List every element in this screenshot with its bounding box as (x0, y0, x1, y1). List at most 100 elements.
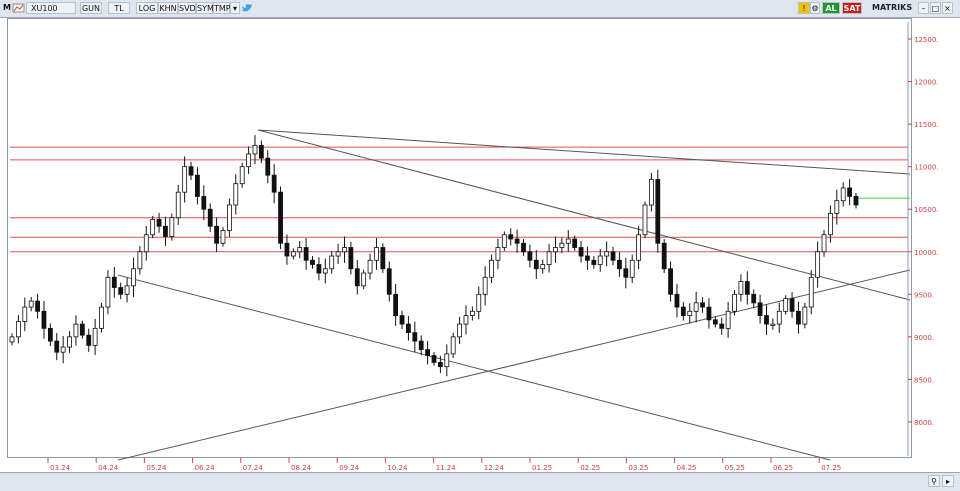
y-tick-label: 9000. (914, 334, 934, 342)
twitter-bird-icon[interactable] (241, 2, 253, 14)
candle-body (457, 323, 462, 338)
candlesticks (9, 135, 859, 377)
candle-body (469, 310, 475, 316)
y-tick-label: 10500. (914, 206, 939, 214)
sell-button[interactable]: SAT (842, 2, 862, 14)
candle-body (175, 191, 181, 219)
scroll-right-icon[interactable]: ▸ (942, 475, 954, 487)
x-tick-label: 05.24 (146, 464, 167, 472)
trend-line (257, 129, 911, 175)
candle-body (559, 242, 565, 248)
candle-body (246, 153, 251, 168)
symbol-field[interactable]: XU100 (26, 2, 76, 14)
candle-body (124, 285, 130, 295)
candle-body (821, 234, 827, 253)
x-tick-label: 04.24 (98, 464, 119, 472)
x-tick-label: 09.24 (339, 464, 360, 472)
candle-body (527, 251, 533, 261)
candle-body (163, 225, 168, 237)
candle-body (764, 315, 769, 325)
minimize-icon[interactable]: – (918, 2, 929, 14)
candle-body (201, 196, 207, 210)
x-tick-label: 06.24 (195, 464, 216, 472)
candle-body (540, 264, 546, 270)
candle-body (553, 247, 558, 253)
log-button[interactable]: LOG (136, 2, 158, 14)
y-tick-label: 11500. (914, 121, 939, 129)
candle-body (412, 332, 418, 342)
bottom-scrollbar[interactable]: ⚲ ▸ (0, 472, 960, 491)
candle-body (226, 204, 232, 231)
y-axis: 8000. 8500. 9000. 9500. 10000. 10500. 11000. 11… (907, 22, 939, 456)
candle-body (501, 234, 507, 248)
candle-body (853, 196, 859, 206)
menu-letter[interactable]: M (3, 3, 11, 12)
candle-body (796, 310, 801, 325)
buy-button[interactable]: AL (822, 2, 840, 14)
candle-body (476, 293, 482, 312)
candle-body (239, 166, 245, 185)
candle-body (431, 355, 437, 363)
period-button[interactable]: GUN (80, 2, 102, 14)
x-tick-label: 08.24 (291, 464, 312, 472)
candle-body (770, 323, 776, 326)
y-tick-label: 10000. (914, 249, 939, 257)
symbol-icon[interactable] (12, 2, 26, 14)
candle-body (444, 353, 450, 368)
x-tick-label: 12.24 (484, 464, 505, 472)
candle-body (118, 287, 124, 295)
y-tick-label: 12000. (914, 79, 939, 87)
y-tick-label: 8500. (914, 376, 934, 384)
trend-line (117, 274, 831, 461)
candle-body (661, 242, 667, 270)
candle-body (380, 247, 386, 270)
candle-body (399, 315, 405, 325)
candle-body (738, 281, 744, 295)
symbol-glyph-icon (12, 3, 25, 13)
x-axis: 03.24 04.24 05.24 06.24 07.24 08.24 09.24 10.24… (47, 458, 841, 472)
candle-body (521, 242, 526, 253)
svd-button[interactable]: SVD (178, 2, 196, 14)
dropdown-arrow-icon[interactable]: ▾ (230, 2, 240, 14)
khn-button[interactable]: KHN (158, 2, 178, 14)
candle-body (207, 208, 213, 227)
candle-body (265, 157, 271, 176)
trend-lines (117, 129, 911, 461)
zoom-icon[interactable]: ⚲ (928, 475, 940, 487)
tmp-button[interactable]: TMP (213, 2, 231, 14)
candle-body (489, 259, 494, 278)
candle-body (751, 293, 757, 304)
candle-body (585, 255, 590, 261)
info-icon[interactable]: ! (798, 2, 810, 14)
candle-body (828, 213, 833, 236)
candle-body (565, 238, 571, 244)
candle-body (776, 310, 782, 325)
x-tick-label: 05.25 (725, 464, 745, 472)
candle-body (188, 166, 194, 176)
currency-button[interactable]: TL (108, 2, 130, 14)
candle-body (725, 310, 731, 329)
y-tick-label: 11000. (914, 164, 939, 172)
settings-icon[interactable]: ⚙ (810, 2, 820, 14)
candle-body (674, 293, 680, 308)
close-icon[interactable]: × (942, 2, 953, 14)
candle-body (54, 340, 60, 353)
candle-body (604, 251, 610, 257)
candle-body (636, 234, 642, 261)
candle-body (610, 251, 616, 261)
candle-body (252, 144, 258, 155)
sym-button[interactable]: SYM (196, 2, 214, 14)
candle-body (137, 251, 143, 270)
maximize-icon[interactable]: □ (930, 2, 941, 14)
x-tick-label: 06.25 (773, 464, 793, 472)
x-tick-label: 10.24 (387, 464, 408, 472)
candle-body (514, 238, 520, 244)
candle-body (533, 259, 539, 270)
candle-body (329, 255, 335, 270)
candle-body (316, 264, 322, 274)
x-tick-label: 03.24 (50, 464, 71, 472)
candle-body (700, 302, 705, 308)
candle-body (15, 321, 21, 338)
x-tick-label: 02.25 (580, 464, 600, 472)
candle-body (712, 319, 718, 325)
